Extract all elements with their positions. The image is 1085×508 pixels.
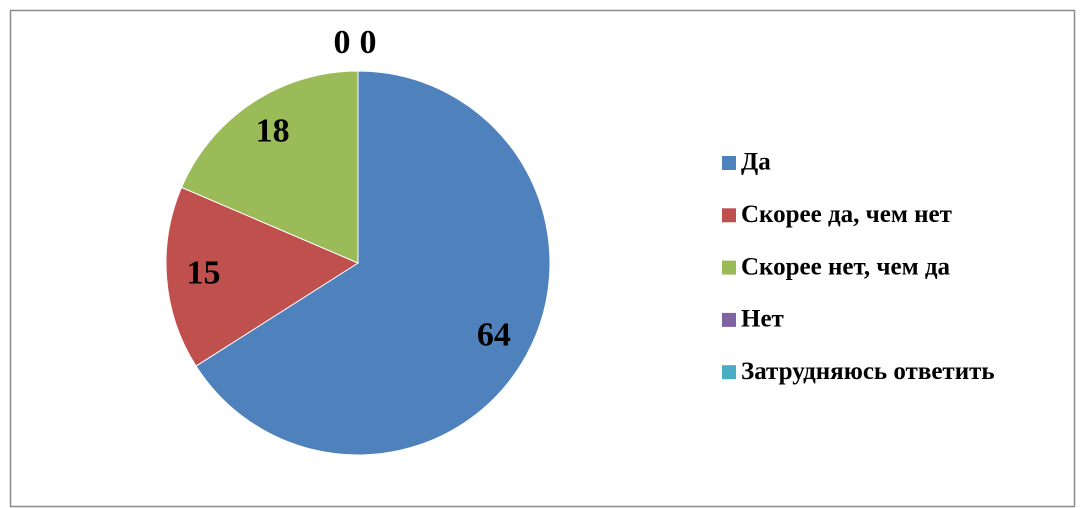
- legend-label: Нет: [741, 306, 784, 333]
- pie-slice: [195, 70, 551, 456]
- data-label: 18: [256, 112, 290, 149]
- legend-swatch: [722, 312, 736, 327]
- legend-swatch: [722, 156, 736, 170]
- legend-swatch: [722, 365, 736, 380]
- data-label: 0: [360, 24, 377, 61]
- legend-label: Скорее нет, чем да: [741, 253, 950, 280]
- pie-slice: [165, 186, 360, 367]
- pie-slice: [180, 70, 359, 264]
- legend-swatch: [722, 260, 736, 275]
- legend-label: Скорее да, чем нет: [741, 201, 952, 228]
- data-label: 0: [334, 24, 351, 61]
- legend-label: Да: [741, 149, 771, 176]
- legend-label: Затрудняюсь ответить: [741, 358, 995, 385]
- data-label: 15: [187, 254, 221, 291]
- data-label: 64: [477, 316, 511, 353]
- legend-swatch: [722, 208, 736, 223]
